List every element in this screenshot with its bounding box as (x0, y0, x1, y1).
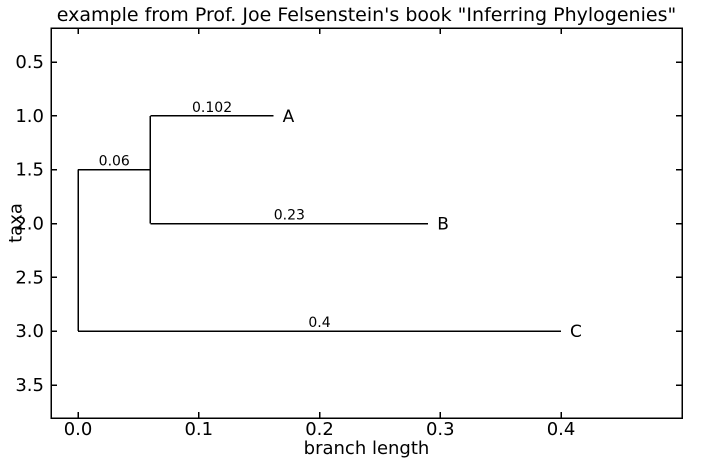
taxon-label-C: C (570, 322, 582, 342)
x-tick-label: 0.4 (547, 419, 576, 440)
x-tick-label: 0.0 (64, 419, 93, 440)
chart-title: example from Prof. Joe Felsenstein's boo… (56, 4, 677, 26)
branch-length-label: 0.4 (308, 315, 330, 331)
y-tick-label: 3.5 (15, 375, 44, 396)
branch-length-label: 0.23 (274, 208, 305, 224)
y-tick-label: 1.5 (15, 160, 44, 181)
taxon-label-B: B (437, 215, 449, 235)
branch-length-label: 0.102 (192, 100, 232, 116)
x-axis-label: branch length (303, 438, 430, 459)
x-tick-label: 0.2 (305, 419, 334, 440)
y-tick-label: 2.0 (15, 214, 44, 235)
y-tick-label: 2.5 (15, 267, 44, 288)
x-tick-label: 0.3 (426, 419, 455, 440)
y-tick-label: 1.0 (15, 106, 44, 127)
y-tick-label: 0.5 (15, 52, 44, 73)
branch-length-label: 0.06 (99, 154, 130, 170)
y-tick-label: 3.0 (15, 321, 44, 342)
x-tick-label: 0.1 (184, 419, 213, 440)
taxon-label-A: A (283, 107, 295, 127)
